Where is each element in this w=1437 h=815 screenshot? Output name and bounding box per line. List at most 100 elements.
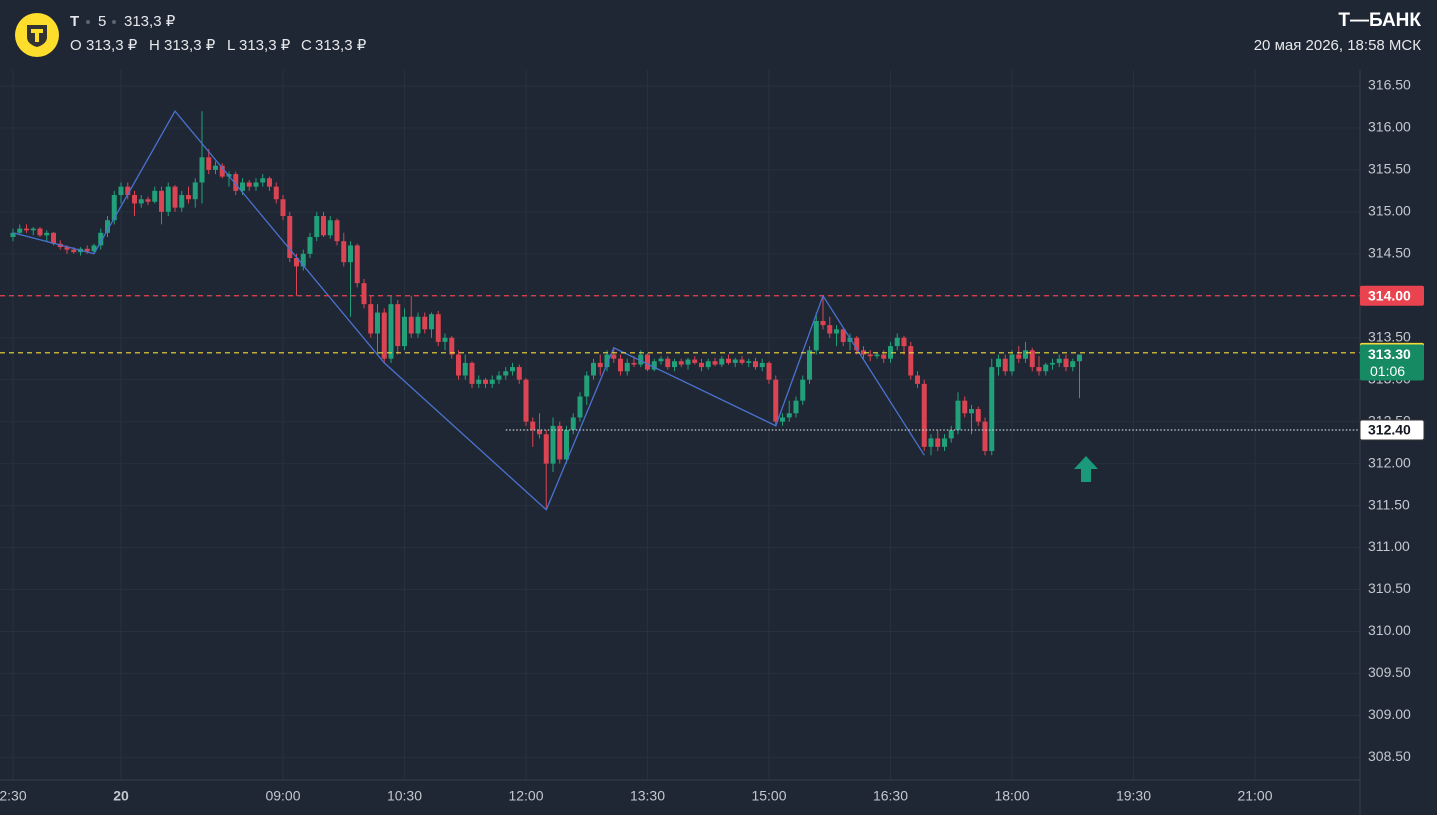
candle-body (321, 216, 326, 236)
ohlc-value: 313,3 ₽ (164, 37, 216, 54)
brand: Т—БАНК (1338, 10, 1421, 31)
candle-body (213, 165, 218, 170)
candle-body (240, 182, 245, 191)
y-tick-label: 315.00 (1368, 203, 1411, 219)
candle-body (1050, 362, 1055, 365)
candle-body (651, 361, 657, 370)
candle-body (672, 361, 677, 368)
candle-body (867, 354, 873, 357)
candle-body (786, 413, 792, 418)
y-tick-label: 311.50 (1368, 496, 1410, 512)
price-badge-label: 312.40 (1368, 422, 1411, 438)
price-badge (1359, 419, 1425, 441)
x-tick-label: 09:00 (265, 788, 300, 804)
candle-body (611, 354, 617, 359)
symbol: T (70, 13, 79, 30)
ohlc-value: 313,3 ₽ (315, 37, 367, 54)
candle-body (233, 174, 239, 191)
axes: 316.50 316.00 315.50 315.00 314.50 314.00 313.… (0, 77, 1425, 804)
x-tick-label: 18:00 (994, 788, 1029, 804)
candle-body (273, 186, 279, 200)
x-tick-label: 16:30 (873, 788, 908, 804)
candle-body (435, 314, 441, 342)
candle-body (294, 257, 299, 267)
candle-body (1023, 350, 1028, 359)
x-tick-label: 13:30 (630, 788, 665, 804)
candle-body (267, 178, 272, 187)
candle-body (746, 361, 752, 363)
candle-body (37, 228, 43, 236)
candle-body (712, 361, 718, 365)
candle-body (1043, 364, 1049, 372)
candle-body (807, 350, 812, 380)
candle-body (388, 304, 394, 359)
candle-body (813, 320, 819, 351)
y-tick-label: 316.00 (1368, 119, 1411, 135)
candle-body (1077, 354, 1082, 362)
candle-body (753, 361, 758, 368)
candle-body (361, 283, 367, 305)
candle-body (597, 362, 603, 368)
candle-body (138, 199, 144, 204)
candle-body (300, 253, 306, 267)
candle-body (456, 354, 461, 376)
separator (112, 20, 116, 24)
candle-body (1009, 354, 1015, 372)
candle-body (935, 438, 941, 447)
x-tick-label: 19:30 (1116, 788, 1151, 804)
ohlc-value: 313,3 ₽ (86, 37, 138, 54)
candle-body (307, 237, 313, 254)
candle-body (766, 362, 772, 380)
candle-body (483, 379, 488, 384)
candle-body (422, 316, 428, 330)
price-badge-label: 314.00 (1368, 287, 1411, 303)
candle-body (152, 190, 158, 202)
candle-body (982, 421, 988, 452)
y-tick-label: 309.50 (1368, 664, 1411, 680)
candle-body (1056, 358, 1062, 363)
candle-body (921, 383, 927, 447)
y-tick-label: 312.00 (1368, 454, 1411, 470)
candle-body (314, 216, 320, 238)
zigzag-line (12, 109, 925, 511)
candle-body (510, 367, 515, 372)
candle-body (476, 379, 482, 384)
price: 313,3 ₽ (124, 13, 176, 30)
candle-body (280, 199, 286, 217)
y-tick-label: 309.00 (1368, 706, 1411, 722)
last-price-badge (1360, 344, 1424, 381)
candle-body (1063, 358, 1069, 368)
candle-body (408, 316, 414, 334)
ohlc-label: H (149, 37, 160, 54)
candle-body (51, 232, 56, 244)
plot-area (0, 109, 1360, 511)
candle-body (840, 329, 846, 342)
candle-body (564, 430, 569, 460)
candle-body (503, 371, 509, 376)
candle-body (901, 337, 907, 347)
candle-body (206, 157, 212, 170)
candle-body (854, 337, 860, 351)
candle-body (638, 354, 644, 365)
candle-body (327, 220, 333, 236)
candle-body (584, 375, 590, 397)
candle-body (523, 379, 529, 422)
candle-body (543, 434, 549, 464)
candle-body (429, 314, 434, 330)
candle-body (759, 362, 765, 368)
ohlc-value: 313,3 ₽ (239, 37, 291, 54)
candle-body (98, 232, 104, 246)
candle-body (1036, 367, 1042, 372)
candle-body (84, 248, 90, 252)
candle-body (732, 359, 738, 363)
candle-body (618, 358, 623, 372)
candle-body (354, 245, 360, 284)
candle-body (395, 304, 401, 347)
candle-body (192, 182, 198, 200)
y-tick-label: 311.00 (1368, 538, 1410, 554)
candle-body (179, 195, 185, 208)
x-tick-label: 21:00 (1237, 788, 1272, 804)
candle-body (780, 417, 785, 422)
